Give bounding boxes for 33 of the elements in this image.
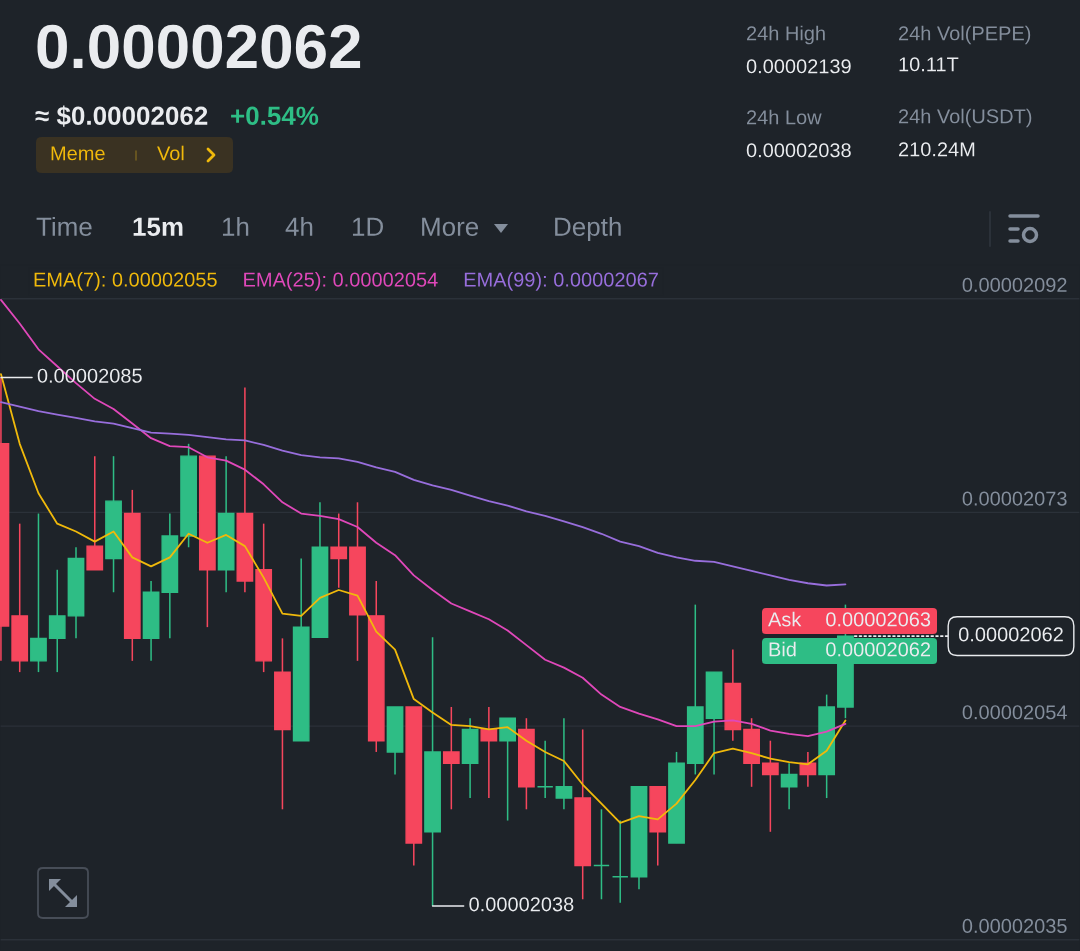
text: 210.24M	[899, 142, 975, 157]
annotation: Bid	[769, 641, 796, 657]
text: 1D	[352, 217, 383, 236]
text: Vol	[157, 145, 184, 161]
y-tick-label: 0.00002092	[962, 277, 1067, 293]
chart-subtitle: ≈ $0.00002062	[35, 105, 208, 127]
annotation: Ask	[768, 611, 802, 627]
text: EMA(25): 0.00002054	[244, 272, 438, 291]
text: 0.00002062	[37, 24, 361, 69]
annotation: 0.00002038	[469, 897, 574, 912]
text: 0.00002062	[958, 627, 1063, 642]
text: 0.00002139	[746, 59, 851, 74]
text: 24h Vol(PEPE)	[899, 25, 1031, 45]
text: Depth	[555, 216, 621, 242]
text: More	[422, 217, 479, 236]
text: 24h Vol(USDT)	[899, 108, 1032, 128]
text: Meme	[51, 146, 105, 161]
text: +0.54%	[231, 106, 319, 125]
y-tick-label: 0.00002054	[962, 705, 1067, 720]
annotation: 0.00002063	[826, 612, 931, 627]
text: 24h High	[747, 25, 825, 45]
text: 15m	[133, 217, 183, 236]
text: EMA(7): 0.00002055	[34, 272, 217, 291]
text: 0.00002038	[746, 143, 851, 158]
text: 4h	[285, 216, 313, 236]
y-tick-label: 0.00002035	[962, 918, 1067, 934]
text: 24h Low	[747, 109, 822, 125]
text: 10.11T	[899, 57, 959, 72]
text: Time	[36, 216, 92, 236]
text: 0.00002062	[826, 642, 931, 657]
y-tick-label: 0.00002073	[962, 491, 1067, 506]
text: EMA(99): 0.00002067	[464, 272, 658, 291]
text: 1h	[222, 216, 249, 236]
